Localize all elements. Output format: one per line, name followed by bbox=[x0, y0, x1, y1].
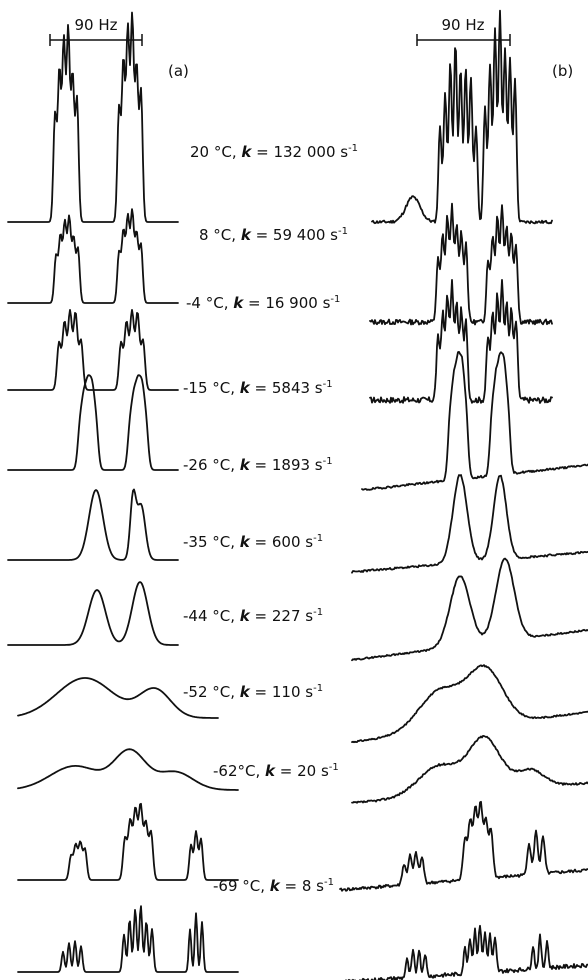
panel-label-b: (b) bbox=[552, 62, 573, 80]
scale-label-a: 90 Hz bbox=[74, 16, 117, 34]
column-a-spectrum-5 bbox=[7, 488, 179, 561]
column-a-spectrum-3 bbox=[7, 309, 179, 391]
column-b-spectrum-1 bbox=[371, 9, 553, 225]
condition-label-9: -62°C, k = 20 s-1 bbox=[213, 762, 339, 780]
traces-column-b bbox=[339, 9, 588, 980]
column-b-spectrum-8 bbox=[351, 735, 588, 804]
column-b-spectrum-5 bbox=[351, 474, 588, 574]
condition-label-10: -69 °C, k = 8 s-1 bbox=[213, 877, 334, 895]
scale-label-b: 90 Hz bbox=[441, 16, 484, 34]
traces-column-a bbox=[7, 11, 239, 973]
panel-label-a: (a) bbox=[168, 62, 189, 80]
column-a-spectrum-7 bbox=[17, 677, 219, 719]
column-a-spectrum-1 bbox=[7, 11, 179, 223]
condition-label-4: -15 °C, k = 5843 s-1 bbox=[183, 379, 333, 397]
condition-label-3: -4 °C, k = 16 900 s-1 bbox=[186, 294, 340, 312]
column-a-spectrum-4 bbox=[7, 374, 179, 471]
column-b-spectrum-6 bbox=[351, 557, 588, 662]
condition-label-8: -52 °C, k = 110 s-1 bbox=[183, 683, 323, 701]
column-a-spectrum-10 bbox=[17, 905, 239, 973]
column-b-spectrum-3 bbox=[369, 279, 553, 404]
column-a-spectrum-2 bbox=[7, 208, 179, 304]
column-b-spectrum-10 bbox=[345, 924, 588, 980]
condition-label-6: -35 °C, k = 600 s-1 bbox=[183, 533, 323, 551]
condition-labels: 20 °C, k = 132 000 s-1 8 °C, k = 59 400 s… bbox=[183, 143, 358, 895]
column-a-spectrum-6 bbox=[7, 581, 179, 646]
condition-label-5: -26 °C, k = 1893 s-1 bbox=[183, 456, 333, 474]
column-b-spectrum-9 bbox=[339, 800, 588, 892]
condition-label-2: 8 °C, k = 59 400 s-1 bbox=[199, 226, 348, 244]
column-b-spectrum-7 bbox=[351, 664, 588, 744]
column-a-spectrum-8 bbox=[17, 748, 239, 791]
column-a-spectrum-9 bbox=[17, 802, 239, 881]
column-b-spectrum-4 bbox=[361, 351, 588, 491]
condition-label-7: -44 °C, k = 227 s-1 bbox=[183, 607, 323, 625]
column-b-spectrum-2 bbox=[369, 202, 553, 326]
condition-label-1: 20 °C, k = 132 000 s-1 bbox=[190, 143, 358, 161]
